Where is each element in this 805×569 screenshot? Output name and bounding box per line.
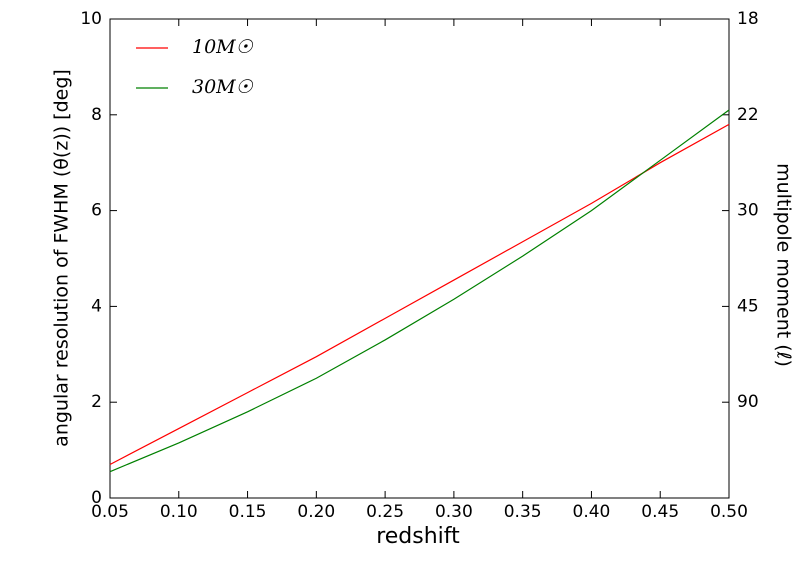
x-tick-label: 0.25 [366,502,404,522]
y-tick-label: 2 [91,392,102,412]
y-tick-label: 10 [80,9,102,29]
y2-tick-label: 45 [737,296,759,316]
x-tick-label: 0.15 [229,502,267,522]
y-axis-label: angular resolution of FWHM (θ(z)) [deg] [51,69,73,447]
plot-frame [109,18,730,499]
x-tick-label: 0.50 [710,502,748,522]
series-line [109,109,730,473]
x-tick-label: 0.30 [435,502,473,522]
y-tick-label: 8 [91,105,102,125]
x-axis-label: redshift [376,524,460,549]
y2-tick-label: 18 [737,9,759,29]
series-line [109,123,730,466]
x-tick-label: 0.10 [160,502,198,522]
y-tick-label: 6 [91,201,102,221]
x-tick-label: 0.40 [573,502,611,522]
x-tick-label: 0.45 [641,502,679,522]
x-tick-label: 0.20 [297,502,335,522]
x-tick-label: 0.05 [91,502,129,522]
y2-tick-label: 22 [737,105,759,125]
y2-axis-label: multipole moment (ℓ) [773,163,795,367]
y2-tick-label: 30 [737,201,759,221]
legend-label: 30M☉ [192,76,254,98]
y-tick-label: 0 [91,488,102,508]
x-tick-label: 0.35 [504,502,542,522]
legend-label: 10M☉ [192,36,254,58]
y-tick-label: 4 [91,296,102,316]
y2-tick-label: 90 [737,392,759,412]
